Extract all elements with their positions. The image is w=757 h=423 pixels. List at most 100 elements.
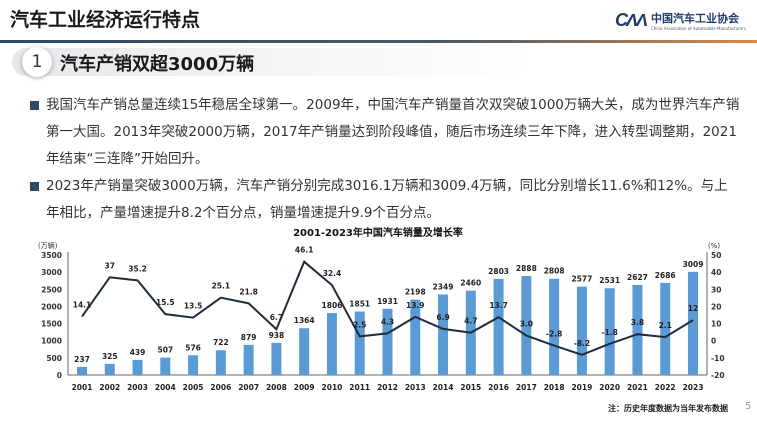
left-tick-label: 3500 [41, 251, 62, 260]
growth-rate-label: 3.0 [520, 320, 533, 329]
bar [410, 299, 421, 375]
bar [188, 355, 199, 375]
bullet-list: 我国汽车产销总量连续15年稳居全球第一。2009年，中国汽车产销量首次双突破10… [30, 92, 740, 227]
bar [604, 288, 615, 375]
right-tick-label: 20 [711, 302, 721, 311]
left-axis-unit: (万辆) [38, 241, 58, 250]
chart-title: 2001-2023年中国汽车销量及增长率 [293, 226, 463, 239]
x-tick-label: 2001 [72, 383, 93, 392]
x-tick-label: 2022 [655, 383, 676, 392]
growth-rate-label: 35.2 [128, 264, 147, 273]
right-tick-label: -10 [711, 354, 725, 363]
x-tick-label: 2013 [405, 383, 426, 392]
growth-rate-label: 3.8 [631, 318, 644, 327]
left-tick-label: 2000 [41, 302, 62, 311]
bar [326, 313, 337, 375]
bar-value-label: 1364 [294, 316, 315, 325]
bar [104, 363, 115, 375]
section-number: 1 [22, 47, 52, 77]
right-tick-label: 40 [711, 268, 721, 277]
left-tick-label: 500 [46, 354, 62, 363]
growth-rate-label: 13.9 [406, 301, 425, 310]
x-tick-label: 2019 [571, 383, 592, 392]
bar [215, 350, 226, 375]
bar-value-label: 2198 [405, 288, 426, 297]
bar-value-label: 325 [102, 352, 118, 361]
bullet-item: 2023年产销量突破3000万辆，汽车产销分别完成3016.1万辆和3009.4… [30, 173, 740, 227]
bar-value-label: 3009 [683, 260, 704, 269]
slide-title: 汽车工业经济运行特点 [10, 9, 201, 31]
bar-value-label: 2686 [655, 271, 676, 280]
x-tick-label: 2002 [99, 383, 120, 392]
bar-value-label: 2460 [460, 279, 481, 288]
x-tick-label: 2017 [516, 383, 537, 392]
x-tick-label: 2009 [294, 383, 315, 392]
bar-value-label: 576 [185, 343, 201, 352]
bar [549, 278, 560, 375]
growth-rate-label: 6.7 [270, 313, 283, 322]
right-tick-label: 30 [711, 285, 721, 294]
x-tick-label: 2005 [183, 383, 204, 392]
growth-rate-label: 32.4 [323, 269, 342, 278]
bar-value-label: 2803 [488, 267, 509, 276]
bar [299, 328, 310, 375]
x-tick-label: 2016 [488, 383, 509, 392]
left-tick-label: 2500 [41, 285, 62, 294]
left-tick-label: 3000 [41, 268, 62, 277]
x-tick-label: 2007 [238, 383, 259, 392]
x-tick-label: 2008 [266, 383, 287, 392]
caam-logo: CΛΛ 中国汽车工业协会 China Association of Automo… [615, 10, 746, 31]
right-tick-label: 10 [711, 320, 721, 329]
growth-rate-label: 14.1 [73, 301, 92, 310]
bar [660, 282, 671, 375]
bullet-item: 我国汽车产销总量连续15年稳居全球第一。2009年，中国汽车产销量首次双突破10… [30, 92, 740, 173]
bar [132, 359, 143, 375]
x-tick-label: 2003 [127, 383, 148, 392]
logo-name: 中国汽车工业协会 [651, 12, 740, 25]
growth-rate-label: 13.5 [184, 302, 203, 311]
bar [521, 275, 532, 375]
bar-value-label: 2627 [627, 273, 648, 282]
x-tick-label: 2021 [627, 383, 648, 392]
growth-rate-label: 25.1 [212, 282, 231, 291]
x-tick-label: 2004 [155, 383, 176, 392]
x-tick-label: 2006 [210, 383, 231, 392]
growth-rate-label: 13.7 [489, 301, 508, 310]
logo-mark: CΛΛ [615, 10, 648, 30]
bar [354, 311, 365, 375]
bar [688, 271, 698, 375]
section-title: 汽车产销双超3000万辆 [60, 54, 255, 75]
bar [632, 284, 643, 375]
growth-rate-label: 2.5 [353, 320, 366, 329]
x-tick-label: 2015 [460, 383, 481, 392]
bar-value-label: 1931 [377, 297, 398, 306]
growth-rate-label: 15.5 [156, 298, 175, 307]
growth-rate-label: -2.8 [546, 330, 562, 339]
x-tick-label: 2018 [544, 383, 565, 392]
growth-rate-label: 37 [105, 261, 115, 270]
left-tick-label: 1500 [41, 320, 62, 329]
logo-english: China Association of Automobile Manufact… [651, 26, 746, 31]
bar [160, 357, 171, 375]
growth-rate-label: 4.7 [464, 317, 477, 326]
section-banner [12, 48, 752, 76]
bar [438, 294, 449, 375]
right-tick-label: -20 [711, 371, 725, 380]
growth-rate-label: 2.1 [659, 321, 672, 330]
bar-value-label: 938 [269, 331, 285, 340]
bar-value-label: 439 [130, 348, 146, 357]
x-tick-label: 2014 [433, 383, 454, 392]
growth-rate-label: 12 [688, 304, 698, 313]
x-tick-label: 2020 [599, 383, 620, 392]
bar-value-label: 1851 [349, 300, 370, 309]
bar-value-label: 2531 [599, 276, 620, 285]
growth-rate-label: -8.2 [574, 339, 590, 348]
bar-value-label: 2349 [433, 282, 454, 291]
bar-value-label: 2888 [516, 264, 537, 273]
bar [576, 286, 587, 375]
growth-rate-label: 4.3 [381, 317, 394, 326]
page-number: 5 [745, 401, 752, 412]
bar [77, 366, 87, 375]
right-axis-unit: (%) [708, 242, 720, 250]
